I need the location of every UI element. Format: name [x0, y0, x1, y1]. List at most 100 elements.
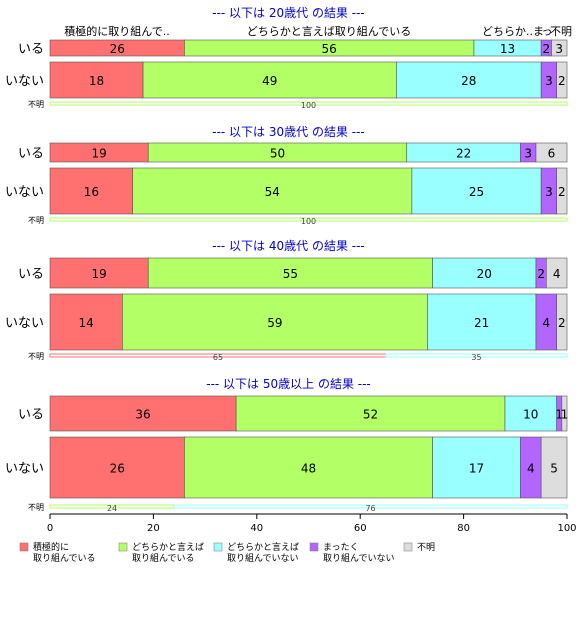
row-label: いない [5, 462, 44, 477]
data-label: 1 [561, 408, 569, 422]
unknown-row-label: 不明 [28, 352, 44, 361]
unknown-data-label: 24 [107, 504, 117, 513]
data-label: 10 [523, 408, 538, 422]
data-label: 55 [283, 267, 298, 281]
legend-label: 取り組んでいない [227, 552, 299, 564]
legend-swatch [309, 542, 319, 552]
bar-segment [432, 257, 537, 289]
bar-segment [540, 436, 568, 499]
data-label: 22 [456, 147, 471, 161]
bar-segment [546, 257, 568, 289]
bar-segment [556, 61, 568, 99]
data-label: 14 [79, 316, 94, 330]
legend-label: 積極的に [33, 541, 69, 553]
row-label: いる [18, 42, 44, 57]
bar-segment [122, 293, 428, 351]
data-label: 2 [558, 316, 566, 330]
data-label: 5 [550, 462, 558, 476]
legend-swatch [213, 542, 223, 552]
bar-segment [556, 167, 568, 215]
bar-segment [411, 167, 542, 215]
data-label: 20 [477, 267, 492, 281]
data-label: 18 [89, 74, 104, 88]
bar-segment [556, 293, 568, 351]
unknown-row-label: 不明 [28, 100, 44, 109]
x-tick-label: 20 [147, 523, 160, 534]
row-label: いない [5, 74, 44, 89]
row-label: いる [18, 408, 44, 423]
data-label: 52 [363, 408, 378, 422]
row-label: いる [18, 267, 44, 282]
legend-label: 取り組んでいる [33, 552, 96, 564]
data-label: 3 [555, 42, 563, 56]
legend-label: どちらかと言えば [227, 541, 299, 553]
data-label: 3 [545, 74, 553, 88]
data-label: 50 [270, 147, 285, 161]
unknown-bar-segment [49, 217, 568, 222]
top-category-label: どちらかと言えば取り組んでいる [247, 25, 411, 38]
bar-segment [551, 39, 568, 57]
data-label: 2 [558, 74, 566, 88]
data-label: 3 [545, 185, 553, 199]
unknown-bar-segment [173, 504, 568, 509]
data-label: 49 [262, 74, 277, 88]
top-category-label: っ [542, 25, 553, 38]
data-label: 13 [500, 42, 515, 56]
legend-label: 取り組んでいない [323, 552, 395, 564]
unknown-row-label: 不明 [28, 216, 44, 225]
legend-swatch [118, 542, 128, 552]
data-label: 26 [110, 462, 125, 476]
bar-segment [49, 257, 149, 289]
bar-segment [147, 257, 433, 289]
x-tick-label: 60 [354, 523, 367, 534]
legend-label: まったく [323, 542, 359, 553]
row-label: いない [5, 316, 44, 331]
top-category-label: 不明 [550, 25, 572, 38]
top-category-label: 積極的に取り組んで.. [64, 24, 169, 38]
row-label: いない [5, 185, 44, 200]
data-label: 2 [537, 267, 545, 281]
data-label: 4 [527, 462, 535, 476]
bar-segment [561, 395, 568, 432]
data-label: 25 [469, 185, 484, 199]
unknown-bar-segment [385, 353, 568, 358]
data-label: 48 [301, 462, 316, 476]
data-label: 59 [267, 316, 282, 330]
unknown-data-label: 100 [301, 101, 316, 110]
legend-label: どちらかと言えば [132, 541, 204, 553]
bar-segment [504, 395, 557, 432]
data-label: 1 [555, 408, 563, 422]
panel-title: --- 以下は 50歳以上 の結果 --- [206, 377, 371, 391]
bar-segment [49, 293, 123, 351]
data-label: 26 [110, 42, 125, 56]
data-label: 19 [91, 267, 106, 281]
data-label: 4 [542, 316, 550, 330]
bar-segment [49, 167, 134, 215]
data-label: 21 [474, 316, 489, 330]
data-label: 36 [135, 408, 150, 422]
bar-segment [184, 436, 433, 499]
data-label: 28 [461, 74, 476, 88]
unknown-data-label: 100 [301, 217, 316, 226]
x-tick-label: 80 [457, 523, 470, 534]
bar-segment [235, 395, 506, 432]
unknown-data-label: 65 [213, 353, 223, 362]
row-label: いる [18, 147, 44, 162]
bar-segment [427, 293, 537, 351]
legend-label: 取り組んでいる [132, 552, 195, 564]
panel-title: --- 以下は 20歳代 の結果 --- [212, 6, 365, 20]
bar-segment [432, 436, 521, 499]
bar-segment [49, 436, 185, 499]
data-label: 19 [91, 147, 106, 161]
data-label: 56 [322, 42, 337, 56]
x-tick-label: 0 [47, 523, 53, 534]
legend-label: 不明 [417, 542, 435, 553]
unknown-data-label: 35 [471, 353, 481, 362]
x-tick-label: 40 [250, 523, 263, 534]
data-label: 3 [524, 147, 532, 161]
legend-swatch [19, 542, 29, 552]
panel-title: --- 以下は 40歳代 の結果 --- [212, 239, 365, 253]
x-tick-label: 100 [557, 523, 576, 534]
legend-swatch [403, 542, 413, 552]
